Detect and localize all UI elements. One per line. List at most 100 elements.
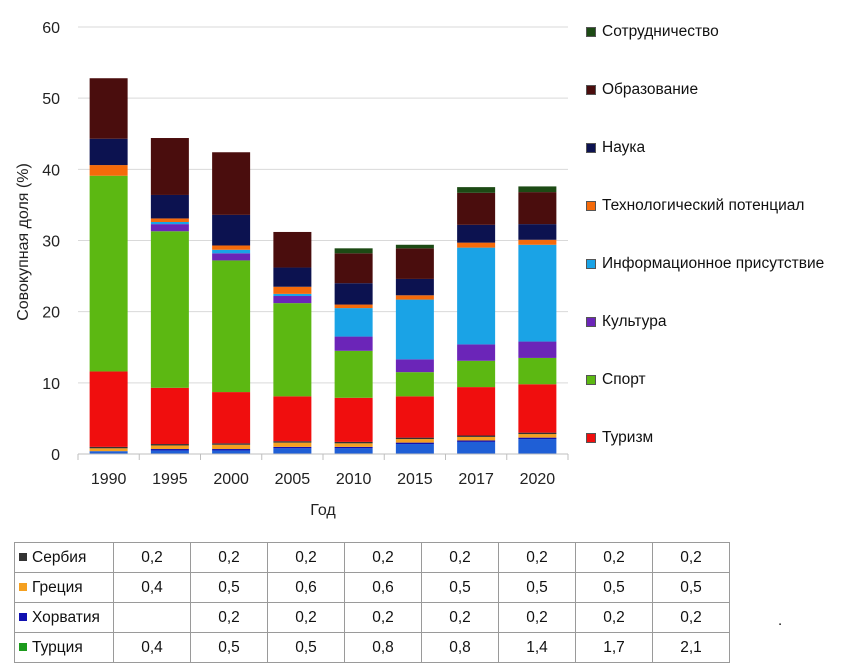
table-cell: 0,2 bbox=[421, 542, 499, 573]
bar-segment bbox=[518, 192, 557, 225]
table-cell: 0,8 bbox=[421, 632, 499, 663]
table-cell: 0,2 bbox=[267, 542, 345, 573]
bar-segment bbox=[150, 231, 189, 388]
table-cell: 0,2 bbox=[575, 602, 653, 633]
table-cell: 0,5 bbox=[190, 572, 268, 603]
table-cell: 0,2 bbox=[113, 542, 191, 573]
legend-item: Информационное присутствие bbox=[586, 254, 824, 274]
bar-segment bbox=[334, 397, 373, 442]
bar-segment bbox=[457, 344, 496, 361]
bar-segment bbox=[273, 303, 312, 397]
table-cell: 0,2 bbox=[344, 542, 422, 573]
legend-label: Туризм bbox=[602, 429, 654, 446]
bar-segment bbox=[457, 192, 496, 225]
table-cell: 0,2 bbox=[575, 542, 653, 573]
legend-swatch bbox=[586, 27, 596, 37]
bar-segment bbox=[150, 387, 189, 445]
bar-segment bbox=[212, 392, 251, 444]
bar-segment bbox=[334, 448, 373, 454]
bar-segment bbox=[395, 278, 434, 296]
legend-item: Наука bbox=[586, 138, 645, 158]
bar-segment bbox=[457, 436, 496, 441]
bar-segment bbox=[518, 434, 557, 438]
table-cell: 2,1 bbox=[652, 632, 730, 663]
table-row-header: Турция bbox=[14, 632, 114, 663]
bar-segment bbox=[273, 293, 312, 297]
table-cell: 0,4 bbox=[113, 572, 191, 603]
x-tick-label: 1995 bbox=[152, 471, 188, 488]
row-color-swatch bbox=[19, 613, 27, 622]
table-cell: 0,2 bbox=[344, 602, 422, 633]
bar-segment bbox=[150, 218, 189, 222]
table-cell: 0,2 bbox=[652, 602, 730, 633]
bar-segment bbox=[334, 441, 373, 444]
bar-segment bbox=[334, 446, 373, 449]
legend-label: Спорт bbox=[602, 371, 646, 388]
y-tick-label: 50 bbox=[42, 91, 60, 108]
bar-segment bbox=[395, 439, 434, 443]
table-cell: 0,2 bbox=[498, 602, 576, 633]
table-row-header: Сербия bbox=[14, 542, 114, 573]
bar-segment bbox=[212, 449, 251, 451]
legend-label: Информационное присутствие bbox=[602, 255, 825, 272]
row-label: Турция bbox=[32, 638, 83, 656]
bar-segment bbox=[457, 387, 496, 436]
bar-segment bbox=[334, 308, 373, 337]
bar-segment bbox=[334, 350, 373, 398]
bar-segment bbox=[518, 384, 557, 433]
bar-segment bbox=[395, 295, 434, 300]
bar-segment bbox=[273, 231, 312, 268]
x-tick-label: 2020 bbox=[520, 471, 556, 488]
bar-segment bbox=[518, 239, 557, 245]
x-tick-label: 2005 bbox=[275, 471, 311, 488]
bar-segment bbox=[150, 444, 189, 446]
bar-segment bbox=[457, 441, 496, 454]
bar-segment bbox=[89, 448, 128, 452]
row-color-swatch bbox=[19, 643, 27, 652]
bar-segment bbox=[150, 194, 189, 219]
bar-segment bbox=[89, 165, 128, 176]
bar-segment bbox=[212, 214, 251, 246]
legend-item: Образование bbox=[586, 80, 698, 100]
table-cell: 0,5 bbox=[652, 572, 730, 603]
bar-segment bbox=[395, 444, 434, 454]
stacked-bar-chart: 0 10 20 30 40 50 60 1990 1995 2000 2005 2010 2015 201… bbox=[15, 20, 569, 519]
table-cell: 0,6 bbox=[267, 572, 345, 603]
bar-segment bbox=[395, 244, 434, 249]
bar-segment bbox=[273, 286, 312, 294]
bar-segment bbox=[334, 283, 373, 305]
table-cell: 1,7 bbox=[575, 632, 653, 663]
table-cell: 0,5 bbox=[190, 632, 268, 663]
table-cell: 0,6 bbox=[344, 572, 422, 603]
table-cell: 0,8 bbox=[344, 632, 422, 663]
bar-segment bbox=[518, 357, 557, 385]
bar-segment bbox=[212, 152, 251, 215]
legend-label: Наука bbox=[602, 139, 646, 156]
row-label: Хорватия bbox=[32, 608, 100, 626]
chart-bars bbox=[89, 78, 557, 454]
x-tick-label: 2017 bbox=[458, 471, 494, 488]
x-axis-title: Год bbox=[310, 502, 336, 519]
bar-segment bbox=[212, 253, 251, 261]
legend-item: Культура bbox=[586, 312, 666, 332]
legend-label: Сотрудничество bbox=[602, 23, 719, 40]
table-cell: 0,2 bbox=[421, 602, 499, 633]
bar-segment bbox=[89, 451, 128, 454]
table-row: Сербия 0,2 0,2 0,2 0,2 0,2 0,2 0,2 0,2 bbox=[14, 542, 730, 573]
bar-segment bbox=[212, 444, 251, 450]
bar-segment bbox=[334, 248, 373, 254]
bar-segment bbox=[518, 439, 557, 454]
bar-segment bbox=[395, 372, 434, 397]
bar-segment bbox=[395, 248, 434, 279]
table-cell: 0,4 bbox=[113, 632, 191, 663]
table-cell: 0,5 bbox=[421, 572, 499, 603]
table-cell: 0,5 bbox=[575, 572, 653, 603]
bar-segment bbox=[273, 446, 312, 449]
bar-segment bbox=[457, 360, 496, 388]
y-tick-label: 10 bbox=[42, 376, 60, 393]
bar-segment bbox=[89, 371, 128, 447]
y-tick-label: 0 bbox=[51, 447, 60, 464]
bar-segment bbox=[273, 296, 312, 304]
bar-segment bbox=[334, 304, 373, 309]
table-row-header: Греция bbox=[14, 572, 114, 603]
